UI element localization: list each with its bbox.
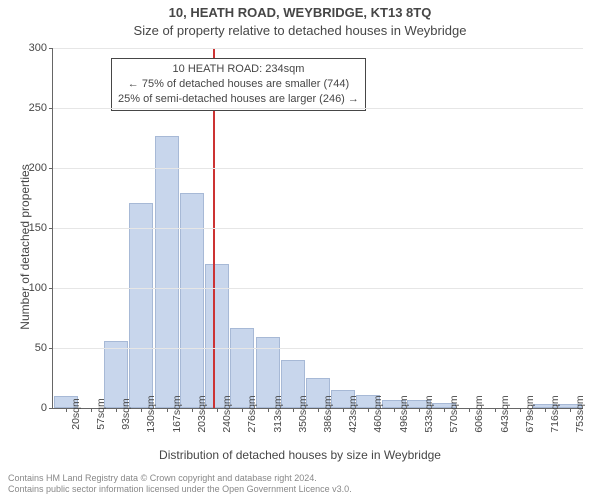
x-tick-label: 679sqm [524, 395, 536, 432]
plot-area: 10 HEATH ROAD: 234sqm ← 75% of detached … [52, 48, 583, 409]
x-tick [91, 408, 92, 412]
y-tick-label: 50 [35, 342, 47, 354]
y-tick [49, 408, 53, 409]
footer-line-1: Contains HM Land Registry data © Crown c… [8, 473, 352, 485]
bar [155, 136, 179, 408]
annotation-line-2: ← 75% of detached houses are smaller (74… [118, 77, 359, 92]
annotation-line-3: 25% of semi-detached houses are larger (… [118, 92, 359, 107]
x-tick-label: 386sqm [322, 395, 334, 432]
x-tick [116, 408, 117, 412]
gridline [53, 48, 583, 49]
x-tick-label: 423sqm [347, 395, 359, 432]
gridline [53, 228, 583, 229]
footer-line-2: Contains public sector information licen… [8, 484, 352, 496]
y-tick-label: 200 [29, 162, 47, 174]
footer: Contains HM Land Registry data © Crown c… [8, 473, 352, 496]
y-tick [49, 168, 53, 169]
y-tick [49, 228, 53, 229]
x-tick [242, 408, 243, 412]
x-tick [368, 408, 369, 412]
y-tick-label: 100 [29, 282, 47, 294]
x-tick-label: 313sqm [272, 395, 284, 432]
x-tick-label: 460sqm [372, 395, 384, 432]
x-tick-label: 93sqm [120, 398, 132, 430]
annotation-box: 10 HEATH ROAD: 234sqm ← 75% of detached … [111, 58, 366, 111]
y-tick-label: 0 [41, 402, 47, 414]
x-tick-label: 167sqm [171, 395, 183, 432]
bar [129, 203, 153, 408]
x-tick [394, 408, 395, 412]
y-tick-label: 250 [29, 102, 47, 114]
y-tick [49, 348, 53, 349]
y-tick [49, 108, 53, 109]
x-tick [141, 408, 142, 412]
x-tick [545, 408, 546, 412]
gridline [53, 348, 583, 349]
x-tick-label: 203sqm [196, 395, 208, 432]
bar [205, 264, 229, 408]
x-tick-label: 130sqm [145, 395, 157, 432]
x-tick [192, 408, 193, 412]
x-tick-label: 570sqm [448, 395, 460, 432]
bar [180, 193, 204, 408]
page-title: 10, HEATH ROAD, WEYBRIDGE, KT13 8TQ [0, 4, 600, 22]
x-tick-label: 643sqm [499, 395, 511, 432]
x-tick [293, 408, 294, 412]
y-tick [49, 288, 53, 289]
x-tick [495, 408, 496, 412]
x-tick [268, 408, 269, 412]
x-tick-label: 753sqm [574, 395, 586, 432]
x-tick [66, 408, 67, 412]
x-tick [444, 408, 445, 412]
x-tick [167, 408, 168, 412]
page-subtitle: Size of property relative to detached ho… [0, 22, 600, 40]
gridline [53, 108, 583, 109]
x-tick [520, 408, 521, 412]
gridline [53, 168, 583, 169]
x-tick-label: 20sqm [70, 398, 82, 430]
x-tick-label: 533sqm [423, 395, 435, 432]
x-tick [419, 408, 420, 412]
x-tick [570, 408, 571, 412]
x-tick-label: 496sqm [398, 395, 410, 432]
title-block: 10, HEATH ROAD, WEYBRIDGE, KT13 8TQ Size… [0, 4, 600, 39]
x-tick [343, 408, 344, 412]
x-tick-label: 716sqm [549, 395, 561, 432]
y-tick-label: 300 [29, 42, 47, 54]
x-tick-label: 606sqm [473, 395, 485, 432]
y-tick-label: 150 [29, 222, 47, 234]
x-axis-label: Distribution of detached houses by size … [0, 448, 600, 462]
gridline [53, 288, 583, 289]
x-tick [469, 408, 470, 412]
x-tick [318, 408, 319, 412]
x-tick-label: 240sqm [221, 395, 233, 432]
y-axis-label: Number of detached properties [18, 147, 32, 347]
x-tick [217, 408, 218, 412]
x-tick-label: 350sqm [297, 395, 309, 432]
chart-container: { "title": "10, HEATH ROAD, WEYBRIDGE, K… [0, 0, 600, 500]
x-tick-label: 57sqm [95, 398, 107, 430]
y-tick [49, 48, 53, 49]
x-tick-label: 276sqm [246, 395, 258, 432]
annotation-line-1: 10 HEATH ROAD: 234sqm [118, 62, 359, 77]
